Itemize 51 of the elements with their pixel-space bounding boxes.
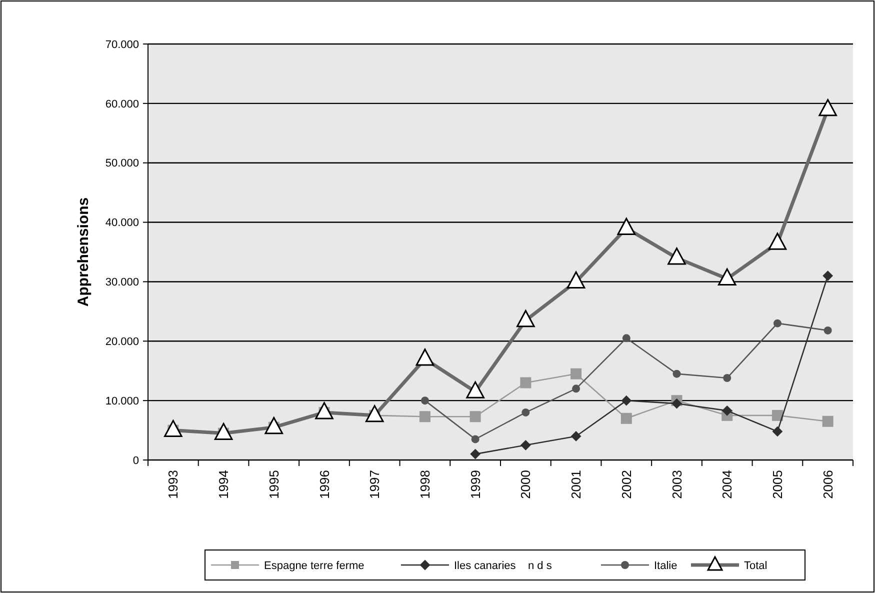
point	[824, 326, 832, 334]
legend-label: Italie	[654, 560, 678, 572]
y-tick-label: 0	[132, 454, 139, 467]
point	[773, 319, 782, 328]
point	[570, 431, 582, 442]
legend-label: Total	[744, 560, 768, 572]
point	[722, 405, 732, 416]
x-tick-label: 1998	[418, 470, 433, 499]
point	[772, 426, 783, 437]
x-tick-label: 2001	[568, 470, 584, 499]
y-tick-label: 30.000	[105, 276, 139, 289]
point	[419, 411, 430, 422]
y-axis-title: Apprehensions	[75, 197, 92, 307]
y-tick-label: 20.000	[105, 336, 139, 348]
point	[471, 435, 480, 444]
point	[522, 408, 530, 416]
x-tick-label: 2000	[518, 470, 534, 499]
y-tick-label: 60.000	[105, 98, 139, 110]
x-tick-label: 2006	[820, 470, 836, 499]
point	[520, 440, 531, 450]
x-tick-label: 2002	[618, 470, 634, 499]
x-tick-label: 1997	[367, 470, 382, 499]
point	[822, 270, 834, 281]
point	[772, 410, 783, 421]
x-tick-label: 1999	[468, 470, 483, 499]
point	[672, 370, 681, 378]
y-tick-label: 70.000	[105, 38, 139, 51]
point	[822, 416, 834, 427]
point	[520, 377, 532, 388]
x-tick-label: 1995	[266, 470, 282, 499]
x-tick-label: 1993	[166, 470, 181, 499]
point	[470, 411, 481, 422]
point	[723, 374, 732, 382]
point	[621, 395, 632, 406]
point	[622, 334, 630, 342]
legend-label: Iles canaries n d s	[454, 560, 552, 572]
point	[672, 398, 682, 409]
point	[572, 384, 580, 393]
point	[620, 412, 632, 424]
x-tick-label: 2003	[669, 470, 684, 499]
x-tick-label: 1996	[316, 470, 332, 499]
x-tick-label: 2004	[720, 470, 735, 499]
y-tick-label: 40.000	[105, 217, 139, 230]
point	[570, 368, 582, 380]
point	[420, 396, 429, 405]
legend-label: Espagne terre ferme	[264, 560, 364, 572]
y-tick-label: 50.000	[105, 158, 139, 170]
x-tick-label: 2005	[770, 470, 786, 499]
point	[470, 448, 481, 460]
y-tick-label: 10.000	[105, 395, 139, 408]
x-tick-label: 1994	[216, 470, 232, 499]
